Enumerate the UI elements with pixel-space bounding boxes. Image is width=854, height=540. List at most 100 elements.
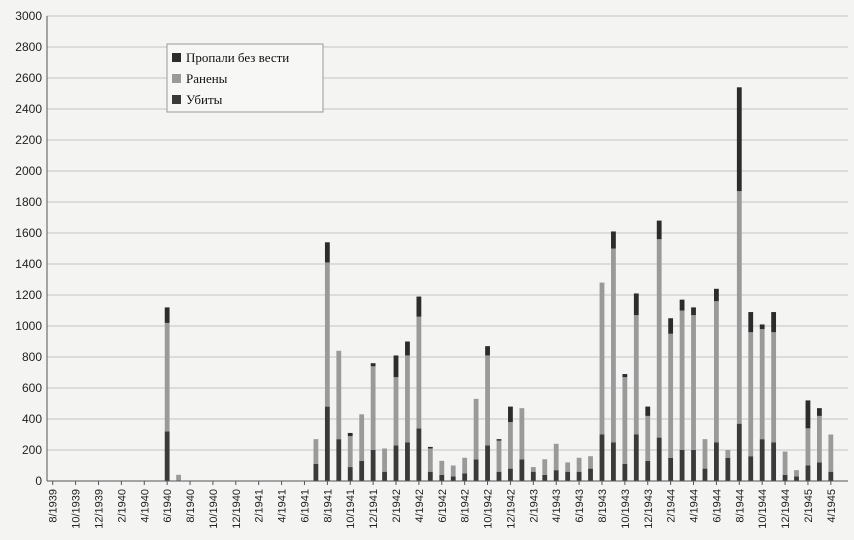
- y-tick-label: 1400: [15, 257, 42, 271]
- x-tick-label: 4/1944: [689, 489, 701, 523]
- bar-segment: [530, 467, 536, 472]
- y-tick-label: 1200: [15, 288, 42, 302]
- x-tick-label: 2/1942: [391, 489, 403, 523]
- bar-segment: [542, 459, 548, 475]
- legend: Пропали без вести Ранены Убиты: [166, 43, 324, 113]
- bar-segment: [576, 457, 582, 472]
- x-tick-label: 4/1942: [414, 489, 426, 523]
- bar-segment: [656, 220, 662, 240]
- bar-segment: [313, 439, 319, 464]
- x-tick-label: 4/1941: [277, 489, 289, 523]
- legend-swatch: [172, 74, 181, 83]
- bar-segment: [462, 473, 468, 481]
- bar-segment: [736, 191, 742, 424]
- bar-segment: [393, 377, 399, 446]
- bar-segment: [416, 296, 422, 317]
- bar-segment: [805, 428, 811, 466]
- bar-segment: [508, 406, 513, 423]
- bar-segment: [668, 333, 674, 458]
- bar-segment: [633, 293, 639, 316]
- y-tick-label: 200: [22, 443, 42, 457]
- y-tick-label: 400: [22, 412, 42, 426]
- legend-swatch: [172, 95, 181, 104]
- bar-segment: [725, 457, 731, 481]
- bar-segment: [553, 443, 559, 471]
- bar-segment: [542, 474, 548, 481]
- x-tick-label: 2/1943: [528, 489, 540, 523]
- bar-segment: [485, 355, 490, 446]
- bar-segment: [485, 445, 490, 481]
- bar-segment: [359, 414, 365, 461]
- y-tick-label: 0: [35, 474, 42, 488]
- y-tick-label: 1000: [15, 319, 42, 333]
- bar-segment: [164, 322, 170, 432]
- bar-segment: [382, 448, 387, 472]
- bar-segment: [645, 415, 651, 461]
- x-tick-label: 6/1940: [162, 489, 174, 523]
- bar-segment: [508, 468, 513, 481]
- bar-segment: [771, 312, 777, 333]
- x-tick-label: 10/1944: [757, 489, 769, 529]
- bar-segment: [347, 432, 353, 437]
- bar-segment: [816, 462, 822, 481]
- bar-segment: [427, 448, 433, 472]
- bar-segment: [405, 341, 410, 356]
- bar-segment: [748, 332, 754, 457]
- bar-segment: [759, 439, 765, 481]
- x-tick-label: 12/1943: [643, 489, 655, 529]
- bar-segment: [599, 282, 605, 435]
- bar-segment: [702, 468, 708, 481]
- x-tick-label: 2/1940: [116, 489, 128, 523]
- bar-segment: [565, 462, 571, 472]
- bar-segment: [611, 248, 616, 443]
- bar-segment: [633, 315, 639, 435]
- bar-segment: [393, 355, 399, 378]
- bar-segment: [679, 310, 685, 450]
- x-tick-label: 8/1943: [597, 489, 609, 523]
- bar-segment: [816, 415, 822, 463]
- bar-segment: [473, 398, 479, 460]
- bar-segment: [347, 467, 353, 481]
- x-tick-label: 10/1939: [71, 489, 83, 529]
- bar-segment: [691, 315, 696, 450]
- bar-segment: [611, 231, 616, 249]
- x-tick-label: 8/1941: [322, 489, 334, 523]
- bar-segment: [782, 474, 788, 481]
- y-tick-label: 600: [22, 381, 42, 395]
- x-tick-label: 10/1942: [483, 489, 495, 529]
- x-tick-label: 6/1943: [574, 489, 586, 523]
- bar-segment: [427, 446, 433, 449]
- bar-segment: [645, 460, 651, 481]
- bar-segment: [816, 408, 822, 416]
- bar-segment: [164, 431, 170, 481]
- bar-segment: [324, 242, 330, 263]
- bar-segment: [519, 408, 525, 460]
- bar-segment: [370, 450, 376, 481]
- bar-segment: [759, 329, 765, 440]
- y-tick-label: 2800: [15, 40, 42, 54]
- x-tick-label: 12/1942: [505, 489, 517, 529]
- bar-segment: [668, 457, 674, 481]
- bar-segment: [828, 434, 834, 472]
- x-tick-label: 8/1940: [185, 489, 197, 523]
- y-tick-label: 2400: [15, 102, 42, 116]
- bar-segment: [553, 470, 559, 481]
- y-tick-label: 2600: [15, 71, 42, 85]
- bar-segment: [668, 318, 674, 334]
- bar-segment: [645, 406, 651, 416]
- bar-segment: [736, 423, 742, 481]
- bar-segment: [782, 451, 788, 475]
- legend-swatch: [172, 53, 181, 62]
- bar-segment: [393, 445, 399, 481]
- bar-segment: [508, 422, 513, 469]
- bar-segment: [794, 476, 799, 481]
- bar-segment: [622, 377, 628, 464]
- bar-segment: [702, 439, 708, 469]
- bar-segment: [439, 474, 445, 481]
- bar-segment: [588, 456, 593, 469]
- legend-label: Убиты: [186, 92, 223, 107]
- bar-segment: [324, 406, 330, 481]
- y-tick-label: 1600: [15, 226, 42, 240]
- x-tick-label: 8/1939: [48, 489, 60, 523]
